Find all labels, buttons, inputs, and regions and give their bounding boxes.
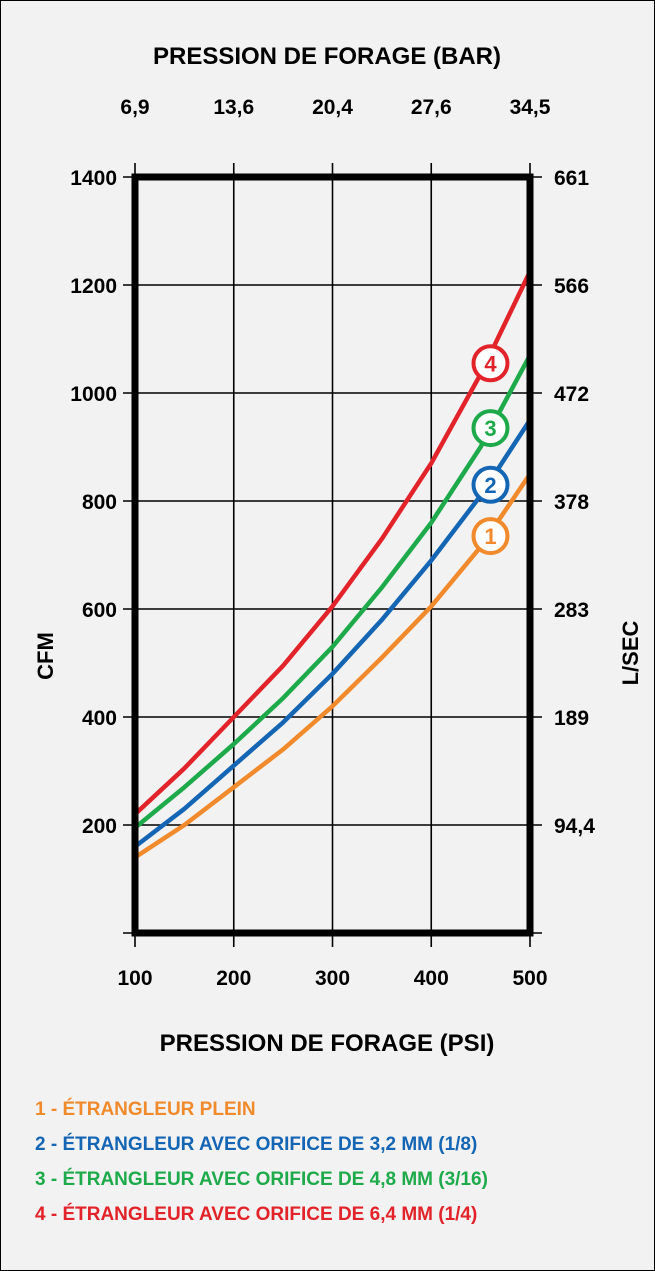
series-marker-circle-1 <box>471 517 510 556</box>
y-axis-title-left: CFM <box>33 632 58 680</box>
top-axis-title: PRESSION DE FORAGE (BAR) <box>153 43 501 70</box>
y-right-tick-label: 661 <box>554 167 589 190</box>
legend-item-2: 2 - ÉTRANGLEUR AVEC ORIFICE DE 3,2 MM (1… <box>35 1134 478 1155</box>
y-tick-label: 800 <box>82 491 117 514</box>
y-right-tick-label: 566 <box>554 275 589 298</box>
series-marker-circle-4 <box>471 344 510 383</box>
series-line-4 <box>132 269 533 817</box>
top-tick-label: 27,6 <box>411 96 452 119</box>
pressure-flow-chart: PRESSION DE FORAGE (BAR) 6,9 13,6 20,4 27,6 3… <box>33 43 643 1057</box>
y-tick-label: 400 <box>82 707 117 730</box>
y-tick-label: 1400 <box>70 167 117 190</box>
x-tick-label: 400 <box>414 967 449 990</box>
x-axis-title: PRESSION DE FORAGE (PSI) <box>160 1030 495 1057</box>
series-marker-label-1: 1 <box>484 524 496 549</box>
legend-item-3: 3 - ÉTRANGLEUR AVEC ORIFICE DE 4,8 MM (3… <box>35 1169 488 1190</box>
series-marker-circle-2 <box>471 465 510 504</box>
y-right-tick-label: 472 <box>554 383 589 406</box>
x-tick-label: 500 <box>512 967 547 990</box>
y-tick-label: 1200 <box>70 275 117 298</box>
x-tick-label: 100 <box>117 967 152 990</box>
top-tick-label: 34,5 <box>510 96 551 119</box>
x-tick-label: 300 <box>315 967 350 990</box>
top-tick-label: 13,6 <box>213 96 254 119</box>
y-tick-label: 200 <box>82 815 117 838</box>
top-tick-label: 6,9 <box>120 96 149 119</box>
series-marker-circle-3 <box>471 409 510 448</box>
series-line-2 <box>132 417 533 849</box>
y-right-tick-label: 378 <box>554 491 589 514</box>
series-line-3 <box>132 352 533 830</box>
series-marker-label-3: 3 <box>484 416 496 441</box>
series-marker-label-4: 4 <box>484 351 497 376</box>
legend-item-4: 4 - ÉTRANGLEUR AVEC ORIFICE DE 6,4 MM (1… <box>35 1204 478 1225</box>
y-tick-label: 600 <box>82 599 117 622</box>
legend-item-1: 1 - ÉTRANGLEUR PLEIN <box>35 1099 256 1120</box>
plot-frame <box>131 173 534 937</box>
y-tick-label: 1000 <box>70 383 117 406</box>
x-tick-label: 200 <box>216 967 251 990</box>
y-right-tick-label: 283 <box>554 599 589 622</box>
y-right-tick-label: 94,4 <box>554 815 595 838</box>
y-axis-title-right: L/SEC <box>618 621 643 686</box>
top-tick-label: 20,4 <box>312 96 353 119</box>
series-line-1 <box>132 471 533 860</box>
y-right-tick-label: 189 <box>554 707 589 730</box>
series-marker-label-2: 2 <box>484 473 496 498</box>
